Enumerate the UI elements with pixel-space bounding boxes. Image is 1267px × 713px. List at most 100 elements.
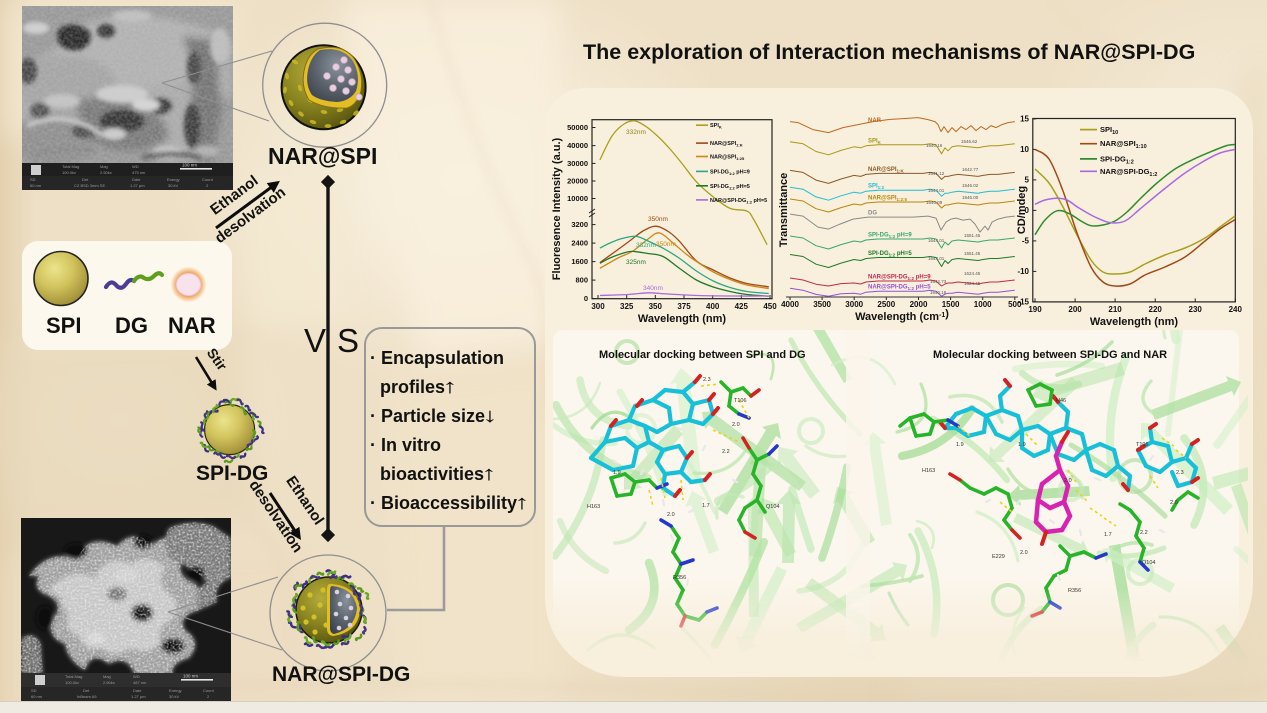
svg-text:2.50kx: 2.50kx bbox=[100, 170, 112, 175]
svg-text:2.0: 2.0 bbox=[1020, 550, 1028, 556]
svg-text:30 kV: 30 kV bbox=[168, 183, 179, 188]
svg-text:WD: WD bbox=[133, 674, 140, 679]
svg-text:325: 325 bbox=[620, 302, 634, 311]
svg-text:10000: 10000 bbox=[567, 194, 588, 203]
svg-text:-15: -15 bbox=[1017, 297, 1029, 306]
svg-text:2.50kx: 2.50kx bbox=[103, 680, 115, 685]
svg-text:NAR@SPI1:K: NAR@SPI1:K bbox=[868, 167, 905, 174]
svg-text:100.0kx: 100.0kx bbox=[62, 170, 76, 175]
svg-text:30 kV: 30 kV bbox=[169, 694, 180, 699]
svg-text:T106: T106 bbox=[734, 398, 747, 404]
svg-text:1600: 1600 bbox=[571, 257, 588, 266]
svg-text:Fluoresence Intensity (a.u.): Fluoresence Intensity (a.u.) bbox=[551, 137, 563, 280]
svg-text:100.0kx: 100.0kx bbox=[65, 680, 79, 685]
svg-text:325nm: 325nm bbox=[626, 259, 646, 266]
svg-text:5: 5 bbox=[1025, 175, 1030, 184]
svg-text:1551.45: 1551.45 bbox=[964, 251, 981, 256]
svg-text:60 nm: 60 nm bbox=[31, 694, 43, 699]
svg-text:Wavelength (nm): Wavelength (nm) bbox=[1090, 316, 1179, 328]
svg-text:SPI-DG1:2 pH=9: SPI-DG1:2 pH=9 bbox=[710, 169, 750, 176]
svg-text:350nm: 350nm bbox=[648, 216, 668, 223]
svg-text:-5: -5 bbox=[1022, 236, 1030, 245]
svg-text:Q104: Q104 bbox=[766, 504, 779, 510]
svg-text:2.0: 2.0 bbox=[667, 512, 675, 518]
svg-text:1.27 μm: 1.27 μm bbox=[130, 183, 145, 188]
svg-text:1642.77: 1642.77 bbox=[962, 167, 979, 172]
svg-text:3200: 3200 bbox=[571, 220, 588, 229]
svg-text:1.9: 1.9 bbox=[1018, 442, 1026, 448]
svg-text:Count: Count bbox=[202, 177, 214, 182]
svg-text:1644.01: 1644.01 bbox=[928, 188, 945, 193]
svg-text:H163: H163 bbox=[922, 468, 935, 474]
svg-text:1640.16: 1640.16 bbox=[926, 143, 943, 148]
svg-text:NAR@SPI-DG1:2: NAR@SPI-DG1:2 bbox=[1100, 167, 1157, 178]
svg-text:Count: Count bbox=[203, 688, 215, 693]
svg-text:1.7: 1.7 bbox=[702, 503, 710, 509]
svg-text:350: 350 bbox=[649, 302, 663, 311]
svg-text:2: 2 bbox=[206, 183, 209, 188]
svg-text:InBeam A5: InBeam A5 bbox=[77, 694, 97, 699]
svg-text:Det: Det bbox=[82, 177, 89, 182]
svg-text:1551.45: 1551.45 bbox=[964, 233, 981, 238]
svg-text:SD: SD bbox=[31, 688, 37, 693]
svg-text:H46: H46 bbox=[1056, 398, 1066, 404]
svg-text:Q104: Q104 bbox=[1142, 560, 1155, 566]
svg-text:NAR@SPI1:25: NAR@SPI1:25 bbox=[710, 155, 745, 162]
svg-text:2500: 2500 bbox=[877, 300, 895, 309]
svg-text:332nm: 332nm bbox=[626, 129, 646, 136]
svg-text:800: 800 bbox=[575, 276, 588, 285]
svg-text:R356: R356 bbox=[1068, 588, 1081, 594]
svg-text:Transmittance: Transmittance bbox=[778, 173, 790, 248]
svg-text:Total Mag: Total Mag bbox=[62, 164, 79, 169]
svg-text:500: 500 bbox=[1008, 300, 1022, 309]
svg-text:SPI1:2: SPI1:2 bbox=[868, 184, 885, 191]
svg-text:Date: Date bbox=[133, 688, 142, 693]
svg-text:Stir: Stir bbox=[204, 345, 231, 374]
svg-text:H163: H163 bbox=[587, 504, 600, 510]
svg-text:2: 2 bbox=[207, 694, 210, 699]
svg-text:1624.45: 1624.45 bbox=[964, 271, 981, 276]
svg-text:332nm: 332nm bbox=[636, 242, 656, 249]
svg-text:2.0: 2.0 bbox=[1064, 478, 1072, 484]
svg-text:425: 425 bbox=[735, 302, 749, 311]
svg-text:DG: DG bbox=[868, 211, 877, 217]
svg-text:1.7: 1.7 bbox=[1104, 532, 1112, 538]
svg-text:NAR@SPI-DG1:2 pH=9: NAR@SPI-DG1:2 pH=9 bbox=[868, 275, 931, 282]
svg-text:1644.01: 1644.01 bbox=[928, 256, 945, 261]
svg-text:2.2: 2.2 bbox=[722, 449, 730, 455]
svg-text:CD/mdeg: CD/mdeg bbox=[1016, 186, 1028, 234]
svg-text:60 nm: 60 nm bbox=[30, 183, 42, 188]
svg-text:230: 230 bbox=[1189, 305, 1203, 314]
svg-text:1546.00: 1546.00 bbox=[962, 195, 979, 200]
svg-text:1.27 μm: 1.27 μm bbox=[131, 694, 146, 699]
svg-text:1.9: 1.9 bbox=[613, 470, 621, 476]
svg-text:200: 200 bbox=[1068, 305, 1082, 314]
svg-text:E229: E229 bbox=[992, 554, 1005, 560]
svg-text:NAR@SPI-DG1:2 pH=5: NAR@SPI-DG1:2 pH=5 bbox=[710, 198, 767, 205]
svg-text:2.2: 2.2 bbox=[1140, 530, 1148, 536]
svg-text:SD: SD bbox=[30, 177, 36, 182]
svg-text:Mag: Mag bbox=[100, 164, 108, 169]
svg-text:2.3: 2.3 bbox=[1176, 470, 1184, 476]
svg-text:375: 375 bbox=[677, 302, 691, 311]
svg-text:Wavelength (nm): Wavelength (nm) bbox=[638, 313, 727, 325]
svg-text:SPIK: SPIK bbox=[710, 123, 722, 130]
svg-text:1640.16: 1640.16 bbox=[930, 290, 947, 295]
svg-text:2.0: 2.0 bbox=[1170, 500, 1178, 506]
svg-text:R356: R356 bbox=[673, 575, 686, 581]
svg-text:240: 240 bbox=[1229, 305, 1243, 314]
svg-text:T106: T106 bbox=[1136, 442, 1149, 448]
svg-text:1624.45: 1624.45 bbox=[964, 281, 981, 286]
svg-text:3000: 3000 bbox=[845, 300, 863, 309]
svg-text:350nm: 350nm bbox=[656, 241, 676, 248]
svg-text:400: 400 bbox=[706, 302, 720, 311]
svg-text:Energy: Energy bbox=[169, 688, 182, 693]
svg-text:1641.12: 1641.12 bbox=[928, 171, 945, 176]
svg-text:1640.09: 1640.09 bbox=[926, 200, 943, 205]
svg-text:3500: 3500 bbox=[813, 300, 831, 309]
svg-text:100 nm: 100 nm bbox=[183, 674, 198, 679]
svg-text:220: 220 bbox=[1149, 305, 1163, 314]
svg-text:1000: 1000 bbox=[974, 300, 992, 309]
svg-text:SPI-DG1:2 pH=5: SPI-DG1:2 pH=5 bbox=[710, 184, 750, 191]
svg-text:50000: 50000 bbox=[567, 123, 588, 132]
